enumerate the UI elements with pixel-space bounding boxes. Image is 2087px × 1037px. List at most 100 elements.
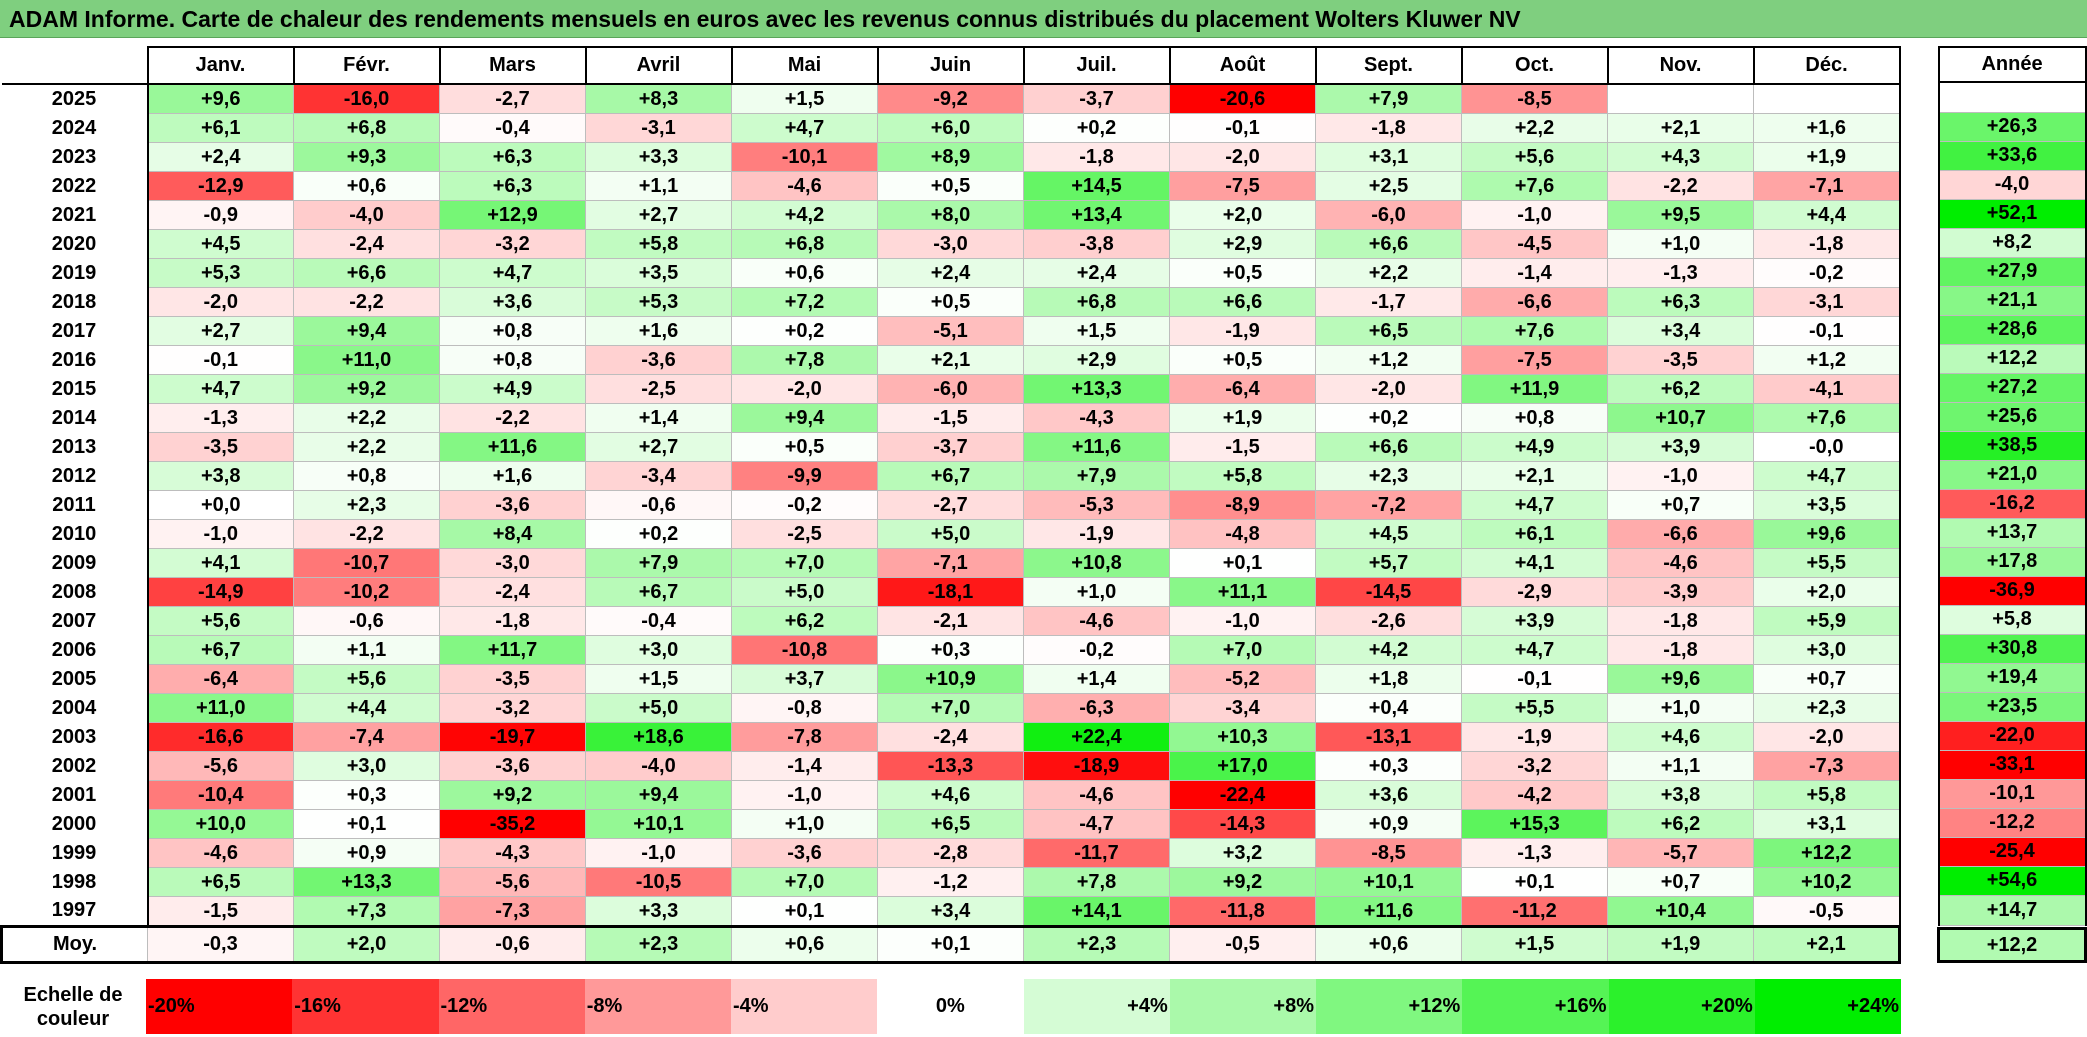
heatmap-cell: +4,2 xyxy=(1315,635,1462,665)
year-label: 2017 xyxy=(1,316,148,346)
heatmap-cell: -11,8 xyxy=(1169,896,1316,927)
color-scale-label: Echelle de couleur xyxy=(0,979,146,1034)
heatmap-cell: +0,8 xyxy=(293,461,440,491)
year-row: 2017 +2,7 +9,4 +0,8 +1,6 +0,2 -5,1 +1,5 -1,9 +6,5… xyxy=(1,316,1901,346)
heatmap-cell: -1,8 xyxy=(1315,113,1462,143)
heatmap-cell: +1,5 xyxy=(731,83,878,114)
heatmap-cell: -1,8 xyxy=(1607,606,1754,636)
heatmap-cell: +6,7 xyxy=(877,461,1024,491)
heatmap-cell: -2,0 xyxy=(1169,142,1316,172)
heatmap-cell: +10,2 xyxy=(1753,867,1901,897)
annual-cell: +26,3 xyxy=(1937,112,2087,142)
heatmap-cell: +0,5 xyxy=(1169,345,1316,375)
heatmap-cell: +2,7 xyxy=(146,316,294,346)
heatmap-cell: +8,0 xyxy=(877,200,1024,230)
heatmap-cell: -0,1 xyxy=(1169,113,1316,143)
heatmap-cell: +2,0 xyxy=(1753,577,1901,607)
heatmap-cell: +0,1 xyxy=(731,896,878,927)
heatmap-cell: -1,8 xyxy=(439,606,586,636)
year-row: 2021 -0,9 -4,0 +12,9 +2,7 +4,2 +8,0 +13,4 +2,0 -6… xyxy=(1,200,1901,230)
color-scale-label-line1: Echelle de xyxy=(23,983,123,1006)
annual-cell: +14,7 xyxy=(1937,895,2087,926)
heatmap-cell: +13,4 xyxy=(1023,200,1170,230)
heatmap-cell: -3,8 xyxy=(1023,229,1170,259)
year-label: 2021 xyxy=(1,200,148,230)
heatmap-cell: +6,5 xyxy=(877,809,1024,839)
heatmap-cell: +1,0 xyxy=(731,809,878,839)
year-label: 2012 xyxy=(1,461,148,491)
heatmap-cell: -3,0 xyxy=(877,229,1024,259)
heatmap-cell: -1,8 xyxy=(1753,229,1901,259)
heatmap-cell: +3,0 xyxy=(585,635,732,665)
average-cell: -0,3 xyxy=(147,925,294,964)
heatmap-cell: -1,0 xyxy=(585,838,732,868)
heatmap-cell: +0,7 xyxy=(1607,867,1754,897)
year-row: 2004 +11,0 +4,4 -3,2 +5,0 -0,8 +7,0 -6,3 -3,4 +0,… xyxy=(1,693,1901,723)
heatmap-cell: -2,5 xyxy=(585,374,732,404)
heatmap-cell: +2,3 xyxy=(1315,461,1462,491)
heatmap-cell: -0,2 xyxy=(1023,635,1170,665)
annual-cell: -4,0 xyxy=(1937,170,2087,200)
year-row: 2007 +5,6 -0,6 -1,8 -0,4 +6,2 -2,1 -4,6 -1,0 -2,6… xyxy=(1,606,1901,636)
heatmap-cell: +1,6 xyxy=(1753,113,1901,143)
year-label: 2025 xyxy=(1,83,148,114)
heatmap-cell: -8,5 xyxy=(1315,838,1462,868)
heatmap-cell: +3,3 xyxy=(585,142,732,172)
heatmap-cell: +6,6 xyxy=(293,258,440,288)
heatmap-cell: -2,6 xyxy=(1315,606,1462,636)
year-row: 2003 -16,6 -7,4 -19,7 +18,6 -7,8 -2,4 +22,4 +10,… xyxy=(1,722,1901,752)
heatmap-cell: -11,7 xyxy=(1023,838,1170,868)
heatmap-cell xyxy=(1753,83,1901,114)
year-row: 2018 -2,0 -2,2 +3,6 +5,3 +7,2 +0,5 +6,8 +6,6 -1,7… xyxy=(1,287,1901,317)
heatmap-cell: -1,3 xyxy=(1461,838,1608,868)
report-title: ADAM Informe. Carte de chaleur des rende… xyxy=(0,0,2087,38)
heatmap-cell: -7,2 xyxy=(1315,490,1462,520)
heatmap-cell: +6,1 xyxy=(146,113,294,143)
heatmap-cell: -2,0 xyxy=(1315,374,1462,404)
heatmap-cell: +2,2 xyxy=(1461,113,1608,143)
heatmap-cell: +6,3 xyxy=(439,142,586,172)
heatmap-cell: +7,0 xyxy=(877,693,1024,723)
heatmap-cell: +6,5 xyxy=(1315,316,1462,346)
heatmap-cell: +0,7 xyxy=(1753,664,1901,694)
year-label: 2004 xyxy=(1,693,148,723)
annual-cell: +5,8 xyxy=(1937,605,2087,635)
heatmap-cell: +0,5 xyxy=(877,171,1024,201)
color-scale-step: +16% xyxy=(1462,979,1609,1034)
heatmap-cell: -7,1 xyxy=(877,548,1024,578)
heatmap-cell: +5,6 xyxy=(146,606,294,636)
heatmap-cell: -7,3 xyxy=(1753,751,1901,781)
average-cell: +0,1 xyxy=(877,925,1024,964)
average-cell: +1,5 xyxy=(1461,925,1608,964)
heatmap-cell: +12,2 xyxy=(1753,838,1901,868)
heatmap-cell: -0,9 xyxy=(146,200,294,230)
heatmap-cell: +3,4 xyxy=(877,896,1024,927)
color-scale-step: +12% xyxy=(1316,979,1463,1034)
heatmap-cell: +9,5 xyxy=(1607,200,1754,230)
color-scale-step: +20% xyxy=(1608,979,1755,1034)
year-row: 2022 -12,9 +0,6 +6,3 +1,1 -4,6 +0,5 +14,5 -7,5 +2… xyxy=(1,171,1901,201)
heatmap-cell: +4,4 xyxy=(1753,200,1901,230)
heatmap-cell: +2,4 xyxy=(877,258,1024,288)
month-header: Oct. xyxy=(1460,46,1609,85)
heatmap-cell: +8,3 xyxy=(585,83,732,114)
year-label: 2020 xyxy=(1,229,148,259)
heatmap-cell: +4,5 xyxy=(1315,519,1462,549)
heatmap-cell: +0,2 xyxy=(1023,113,1170,143)
heatmap-cell: -3,5 xyxy=(146,432,294,462)
month-header: Mai xyxy=(730,46,879,85)
heatmap-cell: -1,8 xyxy=(1023,142,1170,172)
year-label: 2014 xyxy=(1,403,148,433)
color-scale-label-line2: couleur xyxy=(36,1007,110,1030)
heatmap-cell: -22,4 xyxy=(1169,780,1316,810)
annual-cell: +27,2 xyxy=(1937,373,2087,403)
heatmap-cell: -9,9 xyxy=(731,461,878,491)
heatmap-cell: -4,7 xyxy=(1023,809,1170,839)
heatmap-cell: +5,6 xyxy=(1461,142,1608,172)
heatmap-cell: -3,7 xyxy=(1023,83,1170,114)
heatmap-cell: +11,7 xyxy=(439,635,586,665)
year-row: 2001 -10,4 +0,3 +9,2 +9,4 -1,0 +4,6 -4,6 -22,4 +3… xyxy=(1,780,1901,810)
heatmap-cell: +6,6 xyxy=(1169,287,1316,317)
heatmap-cell: +1,8 xyxy=(1315,664,1462,694)
heatmap-cell: +6,2 xyxy=(731,606,878,636)
